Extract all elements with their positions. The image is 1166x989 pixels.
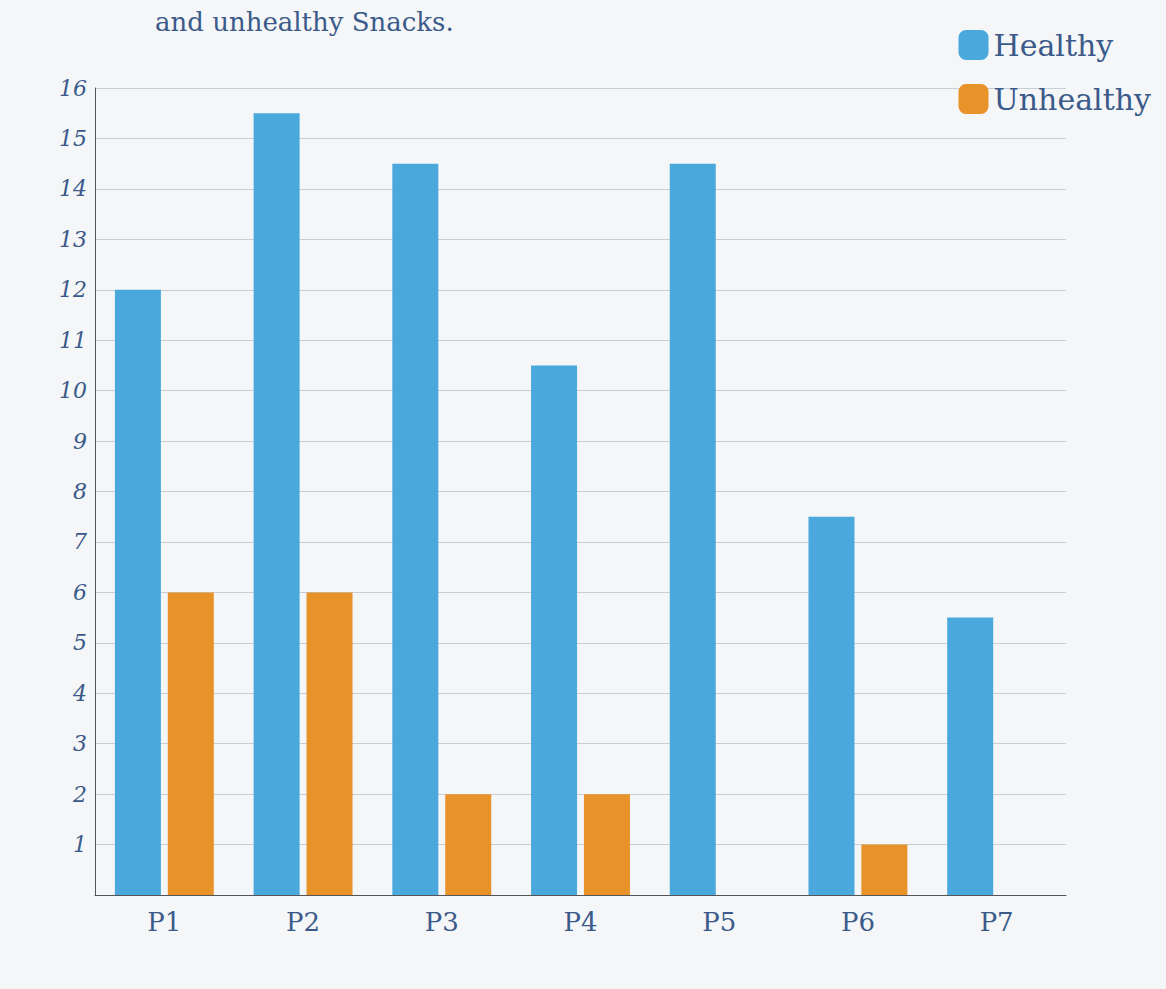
svg-text:Unhealthy: Unhealthy bbox=[994, 82, 1152, 117]
svg-text:4: 4 bbox=[72, 681, 87, 706]
svg-text:16: 16 bbox=[59, 76, 87, 101]
svg-text:15: 15 bbox=[59, 126, 87, 151]
svg-text:P3: P3 bbox=[425, 907, 459, 937]
svg-text:14: 14 bbox=[59, 176, 87, 201]
svg-text:P7: P7 bbox=[980, 907, 1014, 937]
svg-text:2: 2 bbox=[72, 782, 87, 807]
svg-text:12: 12 bbox=[59, 277, 87, 302]
svg-text:10: 10 bbox=[59, 378, 87, 403]
svg-text:5: 5 bbox=[73, 630, 87, 655]
svg-text:P5: P5 bbox=[702, 907, 736, 937]
svg-text:9: 9 bbox=[73, 429, 87, 454]
svg-text:11: 11 bbox=[59, 328, 87, 353]
svg-text:13: 13 bbox=[59, 227, 87, 252]
svg-text:and unhealthy Snacks.: and unhealthy Snacks. bbox=[155, 7, 454, 37]
svg-text:3: 3 bbox=[73, 731, 87, 756]
svg-text:P2: P2 bbox=[286, 907, 320, 937]
svg-text:P4: P4 bbox=[563, 907, 597, 937]
svg-text:8: 8 bbox=[73, 479, 87, 504]
svg-text:Healthy: Healthy bbox=[994, 28, 1114, 63]
svg-text:6: 6 bbox=[73, 580, 87, 605]
svg-text:P1: P1 bbox=[147, 907, 181, 937]
svg-text:P6: P6 bbox=[841, 907, 875, 937]
svg-text:7: 7 bbox=[73, 529, 87, 554]
svg-text:1: 1 bbox=[73, 832, 87, 857]
